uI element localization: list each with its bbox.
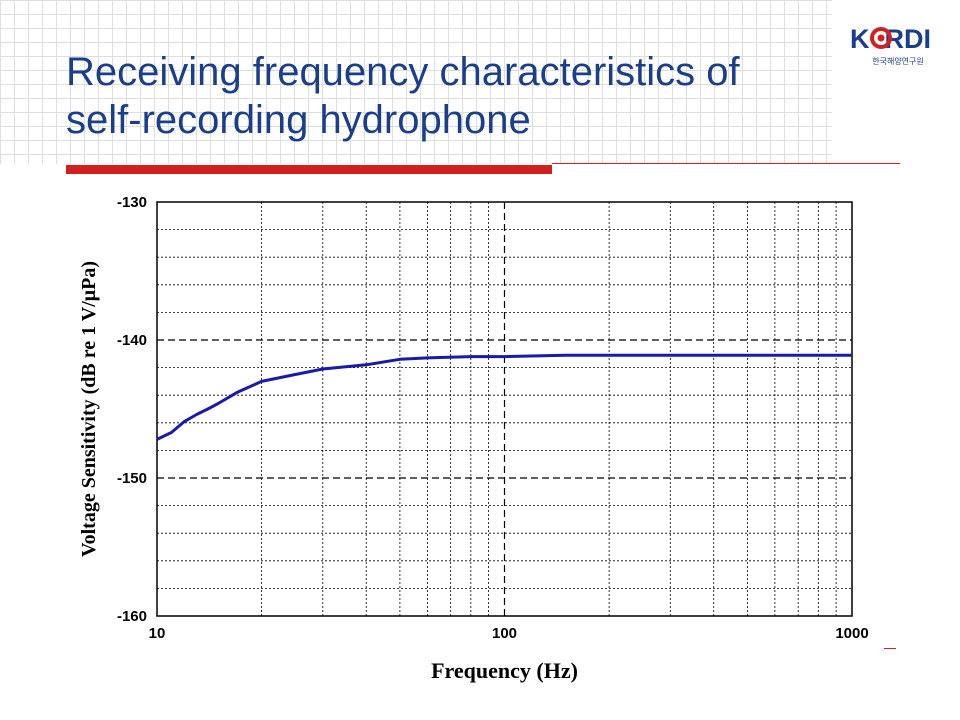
y-tick-label: -140 [117, 332, 147, 349]
logo-mark-dot [877, 34, 885, 42]
slide-title-line-1: Receiving frequency characteristics of [66, 50, 740, 94]
series-layer [156, 353, 852, 441]
grid-lines [157, 202, 852, 616]
y-tick-label: -130 [117, 194, 147, 211]
title-divider-line [552, 163, 900, 164]
sensitivity-chart-svg: 10 100 1000 -130 -140 -150 -160 Frequency (Hz)… [78, 194, 869, 683]
y-tick-label: -160 [117, 608, 147, 625]
x-tick-label: 10 [149, 625, 166, 642]
logo-subtitle: 한국해양연구원 [872, 56, 924, 66]
y-axis-label: Voltage Sensitivity (dB re 1 V/μPa) [78, 261, 100, 557]
sensitivity-curve [156, 353, 852, 441]
tick-labels: 10 100 1000 -130 -140 -150 -160 [117, 194, 869, 642]
slide-title-line-2: self-recording hydrophone [66, 98, 531, 142]
x-tick-label: 100 [492, 625, 517, 642]
logo-mark-icon [870, 27, 892, 49]
sensitivity-chart: 10 100 1000 -130 -140 -150 -160 Frequency (Hz)… [66, 178, 884, 690]
slide-title: Receiving frequency characteristics of s… [66, 48, 740, 144]
plot-area-frame [156, 201, 853, 617]
y-tick-label: -150 [117, 470, 147, 487]
x-axis-label: Frequency (Hz) [431, 658, 578, 683]
title-accent-rule [66, 165, 552, 174]
kordi-logo: K RDI 한국해양연구원 [848, 18, 948, 78]
slide-background-grid [0, 0, 832, 164]
x-tick-label: 1000 [835, 625, 868, 642]
kordi-logo-graphic: K RDI 한국해양연구원 [850, 24, 931, 66]
